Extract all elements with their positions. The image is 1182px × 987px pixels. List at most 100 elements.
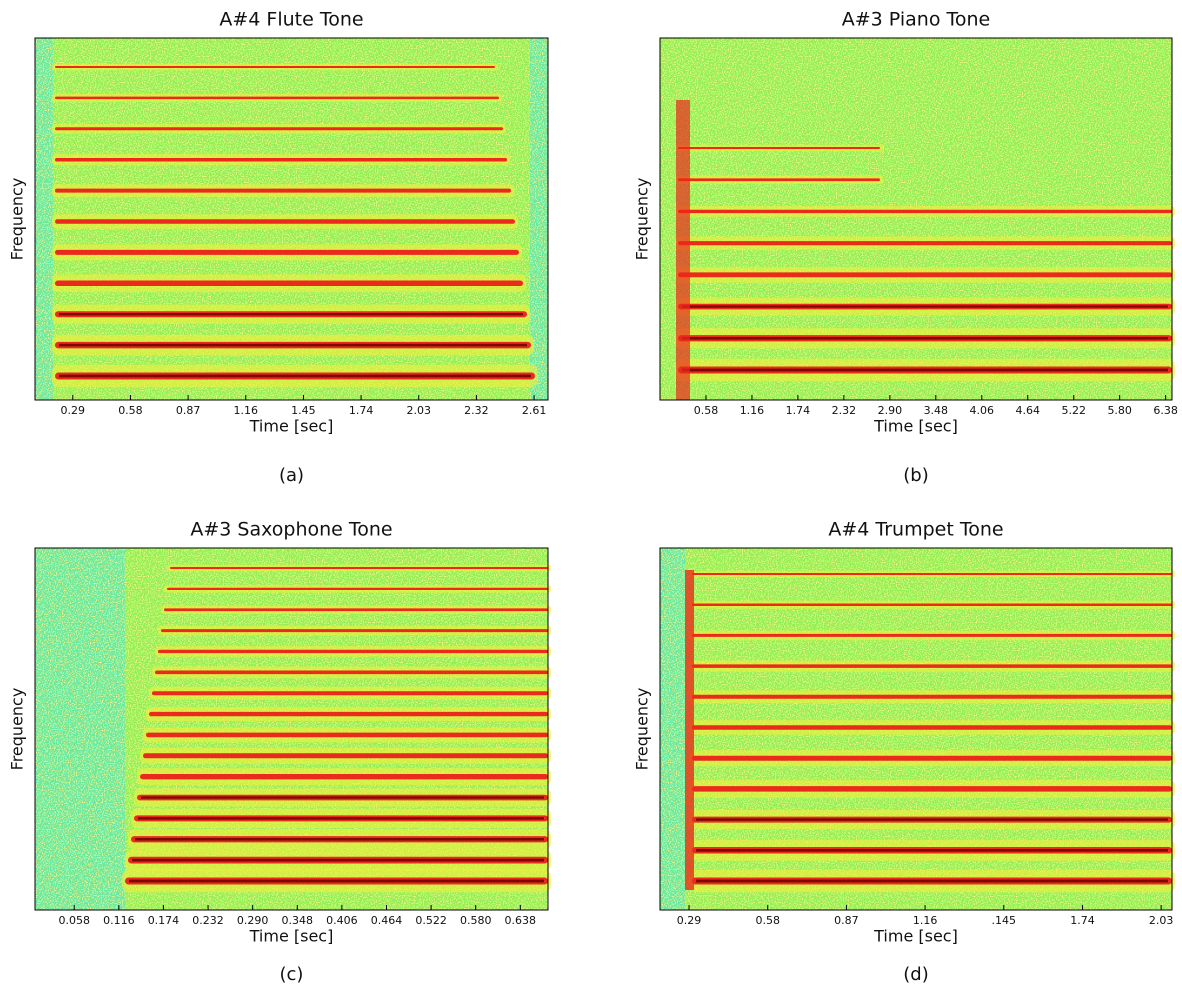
x-axis-label: Time [sec]: [249, 417, 334, 436]
x-tick-label: 0.87: [834, 914, 859, 927]
y-axis-label: Frequency: [8, 178, 27, 261]
x-tick-label: 1.16: [234, 404, 259, 417]
chart-title: A#4 Flute Tone: [219, 9, 363, 31]
harmonic-line: [692, 603, 1172, 606]
x-tick-label: 0.638: [505, 914, 537, 927]
harmonic-line: [55, 96, 499, 100]
harmonic-core: [59, 313, 523, 316]
harmonic-line: [692, 694, 1172, 699]
x-tick-label: 0.232: [192, 914, 224, 927]
harmonic-line: [692, 664, 1172, 668]
x-tick-label: 2.32: [832, 404, 857, 417]
harmonic-line: [678, 272, 1172, 278]
x-tick-label: 0.058: [58, 914, 90, 927]
onset-burst: [676, 100, 690, 400]
harmonic-core: [59, 343, 527, 347]
x-tick-label: 3.48: [924, 404, 949, 417]
harmonic-line: [152, 691, 548, 696]
harmonic-line: [55, 280, 523, 287]
harmonic-line: [678, 178, 880, 182]
x-tick-label: 1.16: [913, 914, 938, 927]
x-tick-label: 1.74: [349, 404, 374, 417]
x-tick-label: 2.03: [1149, 914, 1174, 927]
panel-caption: (c): [280, 964, 304, 985]
x-tick-label: 0.58: [755, 914, 780, 927]
x-tick-label: 6.38: [1153, 404, 1178, 417]
harmonic-core: [682, 337, 1168, 340]
x-tick-label: 2.03: [407, 404, 432, 417]
harmonic-line: [678, 241, 1172, 246]
harmonic-line: [55, 219, 515, 224]
harmonic-line: [55, 188, 511, 193]
y-axis-label: Frequency: [8, 688, 27, 771]
harmonic-core: [132, 858, 544, 862]
harmonic-line: [692, 725, 1172, 730]
x-tick-label: 0.464: [371, 914, 403, 927]
harmonic-line: [170, 567, 548, 569]
harmonic-line: [164, 608, 548, 612]
y-axis-label: Frequency: [633, 178, 652, 261]
x-tick-label: 0.348: [282, 914, 314, 927]
x-axis-label: Time [sec]: [249, 927, 334, 946]
harmonic-line: [161, 629, 548, 633]
x-tick-label: 0.58: [694, 404, 719, 417]
harmonic-core: [129, 879, 544, 883]
x-tick-label: 0.174: [148, 914, 180, 927]
x-tick-label: 1.74: [1070, 914, 1095, 927]
x-tick-label: 2.61: [522, 404, 547, 417]
onset-burst: [685, 570, 694, 890]
harmonic-line: [55, 157, 507, 162]
plot-frame: [34, 547, 549, 911]
plot-frame: [659, 547, 1173, 911]
harmonic-line: [158, 649, 548, 654]
x-tick-label: 0.87: [176, 404, 201, 417]
harmonic-line: [692, 573, 1172, 575]
x-tick-label: 0.29: [61, 404, 86, 417]
x-tick-label: 4.06: [970, 404, 995, 417]
plot-frame: [659, 37, 1173, 401]
harmonic-core: [135, 838, 544, 841]
harmonic-line: [55, 249, 519, 255]
x-tick-label: 0.58: [118, 404, 143, 417]
x-tick-label: 1.74: [786, 404, 811, 417]
x-axis-label: Time [sec]: [873, 927, 958, 946]
y-axis-label: Frequency: [633, 688, 652, 771]
chart-title: A#3 Saxophone Tone: [190, 519, 392, 541]
harmonic-core: [682, 368, 1168, 372]
harmonic-line: [692, 786, 1172, 792]
harmonic-line: [678, 147, 880, 149]
harmonic-core: [138, 817, 544, 820]
harmonic-line: [146, 732, 548, 738]
x-tick-label: 0.116: [103, 914, 135, 927]
harmonic-line: [140, 774, 548, 780]
x-tick-label: 0.522: [415, 914, 447, 927]
panel-caption: (b): [903, 465, 928, 486]
x-tick-label: .145: [992, 914, 1017, 927]
x-tick-label: 2.32: [464, 404, 489, 417]
harmonic-core: [682, 305, 1168, 308]
x-tick-label: 1.45: [291, 404, 316, 417]
harmonic-core: [696, 879, 1168, 883]
harmonic-line: [692, 755, 1172, 761]
x-tick-label: 2.90: [878, 404, 903, 417]
spectrogram-panel: 0.29 0.58 0.87 1.16 1.45 1.74 2.03 2.32 2.61 A#4 …: [8, 9, 549, 486]
x-tick-label: 4.64: [1016, 404, 1041, 417]
harmonic-line: [143, 753, 548, 759]
x-tick-label: 5.80: [1107, 404, 1132, 417]
harmonic-line: [55, 127, 503, 131]
harmonic-line: [155, 670, 548, 675]
x-tick-label: 0.406: [326, 914, 358, 927]
spectrogram-panel: 0.58 1.16 1.74 2.32 2.90 3.48 4.06 4.64 5.22 5.80…: [633, 9, 1178, 487]
chart-title: A#3 Piano Tone: [842, 9, 990, 31]
harmonic-core: [141, 796, 544, 799]
harmonic-line: [678, 209, 1172, 214]
panel-caption: (d): [903, 964, 928, 985]
harmonic-core: [59, 374, 531, 378]
harmonic-line: [55, 66, 495, 68]
x-tick-label: 1.16: [740, 404, 765, 417]
spectrogram-panel: 0.29 0.58 0.87 1.16 .145 1.74 2.03 A#4 Trumpet …: [633, 519, 1175, 985]
harmonic-line: [692, 633, 1172, 637]
x-tick-label: 5.22: [1061, 404, 1086, 417]
x-tick-label: 0.580: [460, 914, 492, 927]
